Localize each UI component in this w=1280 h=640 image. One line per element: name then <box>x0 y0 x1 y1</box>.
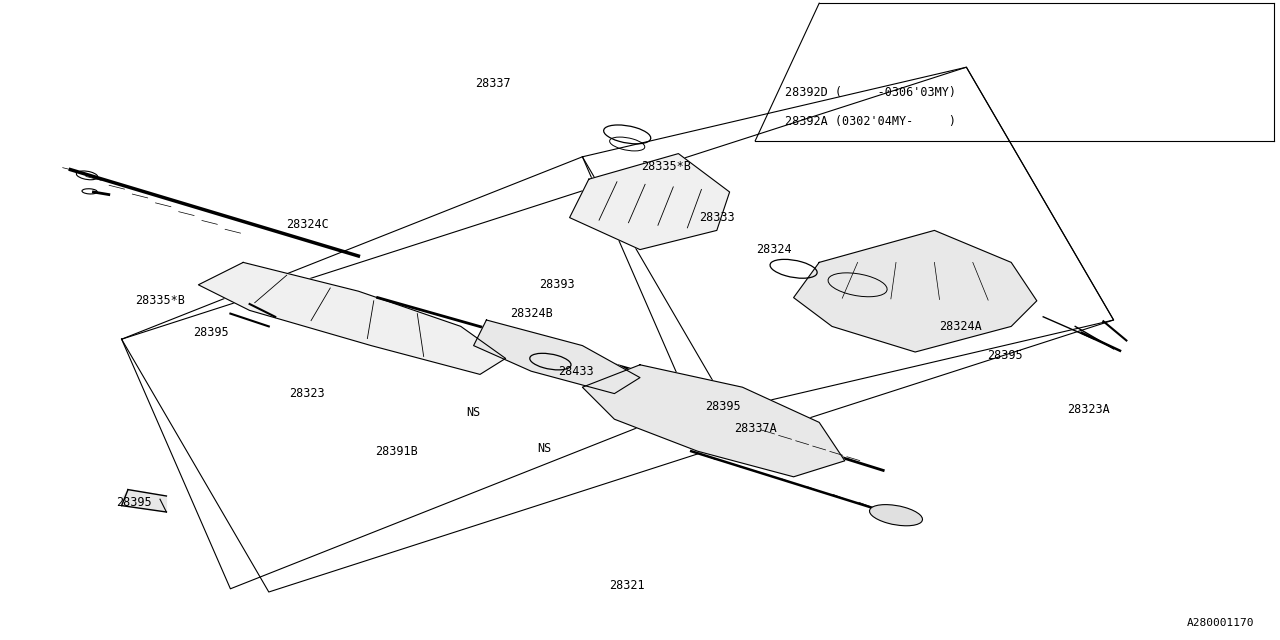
Text: 28337A: 28337A <box>733 422 777 435</box>
Polygon shape <box>570 154 730 250</box>
Text: 28323: 28323 <box>289 387 325 400</box>
Text: 28324C: 28324C <box>285 218 329 230</box>
Polygon shape <box>198 262 506 374</box>
Text: 28393: 28393 <box>539 278 575 291</box>
Text: 28324: 28324 <box>756 243 792 256</box>
Polygon shape <box>474 320 640 394</box>
Text: NS: NS <box>536 442 552 454</box>
Text: 28395: 28395 <box>116 496 152 509</box>
Polygon shape <box>122 490 166 512</box>
Polygon shape <box>582 365 845 477</box>
Text: 28395: 28395 <box>705 400 741 413</box>
Polygon shape <box>794 230 1037 352</box>
Text: 28395: 28395 <box>193 326 229 339</box>
Text: 28321: 28321 <box>609 579 645 592</box>
Text: 28391B: 28391B <box>375 445 419 458</box>
Text: 28324B: 28324B <box>509 307 553 320</box>
Text: 28337: 28337 <box>475 77 511 90</box>
Text: 28324A: 28324A <box>938 320 982 333</box>
Text: A280001170: A280001170 <box>1187 618 1254 628</box>
Text: 28323A: 28323A <box>1066 403 1110 416</box>
Text: 28333: 28333 <box>699 211 735 224</box>
Ellipse shape <box>869 504 923 526</box>
Text: 28392D (     -0306'03MY): 28392D ( -0306'03MY) <box>785 86 956 99</box>
Text: 28392A (0302'04MY-     ): 28392A (0302'04MY- ) <box>785 115 956 128</box>
Text: 28433: 28433 <box>558 365 594 378</box>
Text: NS: NS <box>466 406 481 419</box>
Text: 28395: 28395 <box>987 349 1023 362</box>
Text: 28335*B: 28335*B <box>136 294 184 307</box>
Text: 28335*B: 28335*B <box>641 160 690 173</box>
